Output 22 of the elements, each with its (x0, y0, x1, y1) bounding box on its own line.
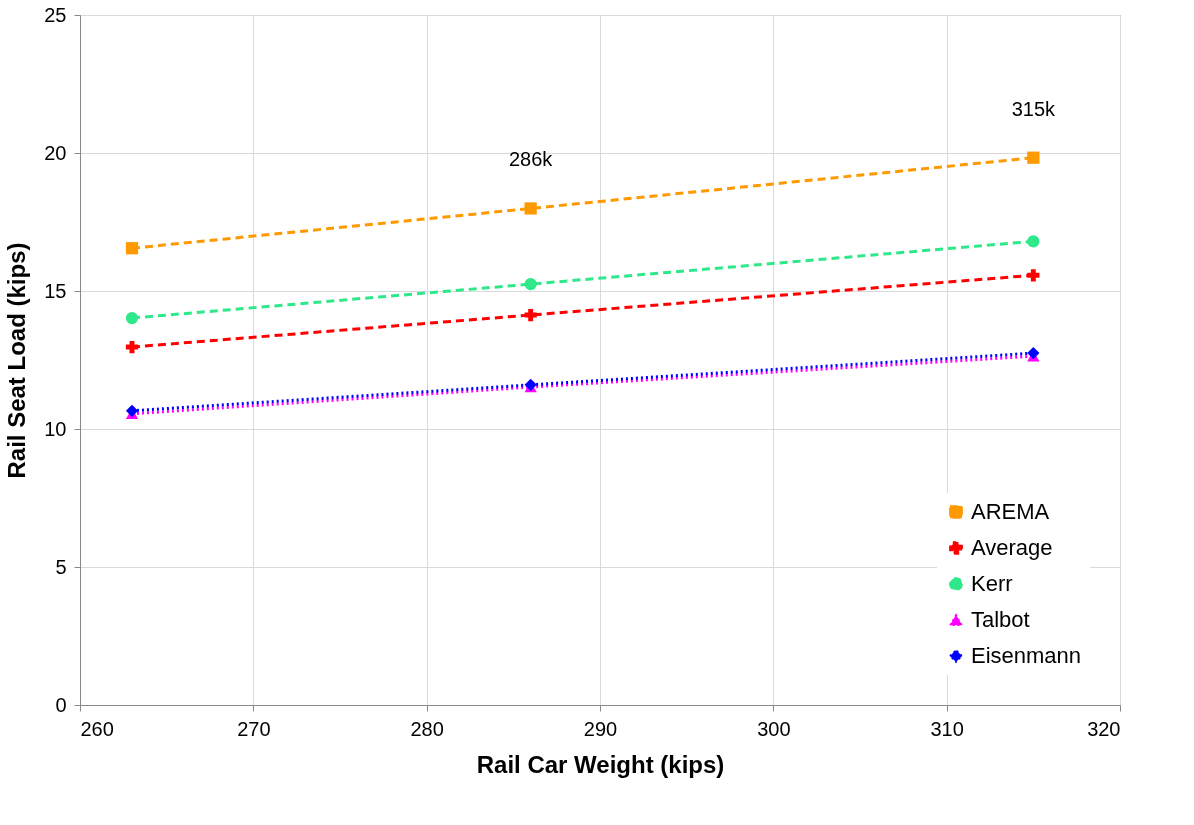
y-tick-label: 5 (55, 555, 67, 578)
legend-label: Average (971, 535, 1053, 560)
y-tick-label: 0 (55, 693, 67, 716)
legend-label: Kerr (971, 571, 1013, 596)
x-tick-label: 290 (583, 717, 618, 740)
y-tick-label: 10 (44, 417, 67, 440)
annotation: 286k (508, 148, 554, 171)
x-tick-label: 300 (757, 717, 791, 740)
annotation: 315k (1011, 97, 1057, 120)
y-tick-label: 15 (44, 279, 67, 302)
y-axis-title: Rail Seat Load (kips) (3, 242, 31, 479)
legend-label: AREMA (971, 499, 1050, 524)
x-tick-label: 320 (1087, 717, 1121, 740)
legend-label: Eisenmann (971, 643, 1082, 668)
y-tick-label: 20 (44, 141, 67, 164)
x-axis-title: Rail Car Weight (kips) (476, 750, 725, 778)
x-tick-label: 280 (410, 717, 444, 740)
x-tick-label: 270 (237, 717, 271, 740)
x-tick-label: 310 (930, 717, 964, 740)
legend-label: Talbot (971, 607, 1030, 632)
x-tick-label: 260 (80, 717, 114, 740)
y-tick-label: 25 (44, 3, 67, 26)
